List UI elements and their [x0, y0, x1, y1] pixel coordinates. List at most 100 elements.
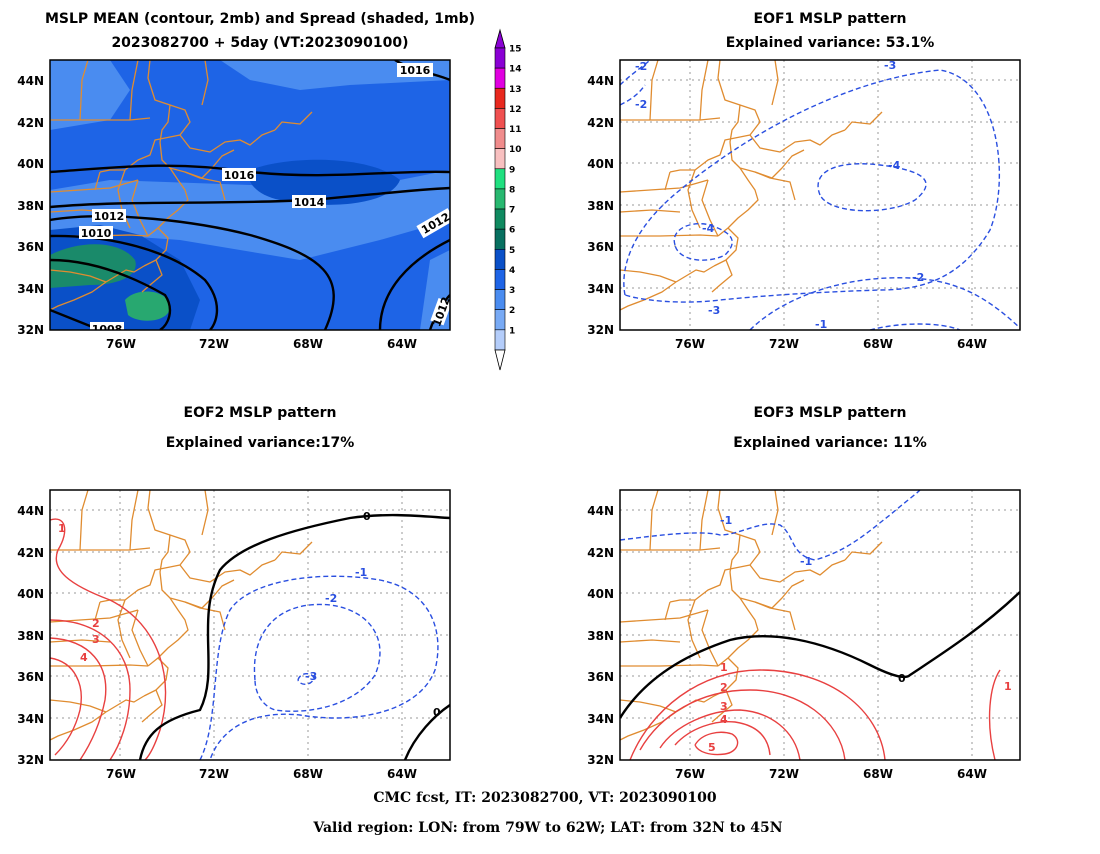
contour-label: -3 — [305, 670, 317, 683]
panel3-negative-contours — [199, 575, 439, 760]
lat-tick: 34N — [587, 282, 614, 296]
panel4-lat-ticks: 44N 42N 40N 38N 36N 34N 32N — [587, 504, 614, 767]
lon-tick: 72W — [769, 767, 799, 781]
contour-label: -1 — [800, 555, 812, 568]
lat-tick: 36N — [17, 670, 44, 684]
panel1-title-line2: 2023082700 + 5day (VT:2023090100) — [111, 35, 408, 51]
lat-tick: 32N — [587, 753, 614, 767]
panel1-frame — [49, 59, 451, 331]
colorbar-label: 12 — [509, 105, 522, 115]
panel2-contours — [620, 60, 1020, 330]
lon-tick: 72W — [769, 337, 799, 351]
lat-tick: 44N — [587, 504, 614, 518]
contour-label: 3 — [720, 700, 728, 713]
lat-tick: 36N — [587, 670, 614, 684]
contour-label: 0 — [363, 510, 371, 523]
contour-label: 5 — [708, 741, 716, 754]
panel2-map: -2 -2 -3 -4 -4 -3 -2 -1 — [620, 60, 1020, 330]
panel2-frame — [619, 59, 1021, 331]
panel3-lon-ticks: 76W 72W 68W 64W — [106, 767, 417, 781]
contour-label: -3 — [708, 304, 720, 317]
colorbar-box — [494, 168, 506, 190]
panel1-lat-ticks: 44N 42N 40N 38N 36N 34N 32N — [17, 74, 44, 337]
contour-label: 1008 — [92, 323, 123, 336]
lat-tick: 40N — [587, 587, 614, 601]
colorbar-label: 9 — [509, 165, 515, 175]
spread-shade-3c — [50, 60, 130, 130]
lat-tick: 42N — [17, 546, 44, 560]
panel2-lat-ticks: 44N 42N 40N 38N 36N 34N 32N — [587, 74, 614, 337]
panel3: EOF2 MSLP pattern Explained variance:17% — [17, 405, 451, 781]
lat-tick: 42N — [17, 116, 44, 130]
lon-tick: 64W — [957, 337, 987, 351]
lat-tick: 34N — [17, 282, 44, 296]
contour-label: -2 — [635, 60, 647, 73]
panel3-map: 1 2 3 4 0 0 -1 -2 -3 — [50, 490, 450, 760]
lat-tick: 40N — [17, 587, 44, 601]
lon-tick: 68W — [293, 337, 323, 351]
colorbar-label: 1 — [509, 326, 515, 336]
panel4-lon-ticks: 76W 72W 68W 64W — [675, 767, 987, 781]
lat-tick: 32N — [17, 753, 44, 767]
lat-tick: 42N — [587, 546, 614, 560]
contour-label: 1 — [1004, 680, 1012, 693]
colorbar-label: 10 — [509, 145, 522, 155]
lat-tick: 42N — [587, 116, 614, 130]
colorbar-bottom-arrow — [494, 349, 506, 371]
colorbar-box — [494, 67, 506, 89]
panel2-title-line2: Explained variance: 53.1% — [726, 35, 935, 51]
colorbar-label: 8 — [509, 185, 515, 195]
colorbar-boxes — [494, 47, 506, 351]
footer-line2: Valid region: LON: from 79W to 62W; LAT:… — [312, 820, 782, 836]
colorbar-label: 11 — [509, 125, 522, 135]
contour-label: -2 — [912, 271, 924, 284]
panel4-title-line1: EOF3 MSLP pattern — [754, 405, 907, 421]
panel4-contour-labels: -1 -1 0 1 2 3 4 5 1 — [708, 514, 1012, 754]
contour-label: -2 — [635, 98, 647, 111]
spread-shade-7 — [125, 291, 171, 321]
colorbar-box — [494, 329, 506, 351]
colorbar-box — [494, 208, 506, 230]
panel3-title-line1: EOF2 MSLP pattern — [184, 405, 337, 421]
lon-tick: 76W — [675, 767, 705, 781]
colorbar-box — [494, 148, 506, 170]
lon-tick: 64W — [387, 337, 417, 351]
colorbar-label: 7 — [509, 206, 515, 216]
panel1: MSLP MEAN (contour, 2mb) and Spread (sha… — [17, 11, 475, 351]
panel2-lon-ticks: 76W 72W 68W 64W — [675, 337, 987, 351]
spread-shade-3 — [50, 60, 450, 90]
contour-label: -2 — [325, 592, 337, 605]
colorbar-label: 2 — [509, 306, 515, 316]
panel4-grid — [620, 490, 1020, 760]
contour-label: 1 — [720, 661, 728, 674]
colorbar-box — [494, 47, 506, 69]
lat-tick: 38N — [17, 199, 44, 213]
lat-tick: 34N — [587, 712, 614, 726]
colorbar-label: 15 — [509, 45, 522, 55]
contour-label: 1012 — [94, 210, 125, 223]
colorbar-box — [494, 249, 506, 270]
contour-label: 3 — [92, 633, 100, 646]
colorbar-label: 13 — [509, 85, 522, 95]
contour-label: -4 — [702, 222, 715, 235]
panel2: EOF1 MSLP pattern Explained variance: 53… — [587, 11, 1021, 351]
contour-label: -4 — [888, 159, 901, 172]
contour-label: -1 — [355, 566, 367, 579]
contour-label: 1016 — [400, 64, 431, 77]
panel1-contour-labels: 1016 1016 1014 1012 1010 1008 1012 1012 — [79, 63, 450, 336]
lat-tick: 36N — [17, 240, 44, 254]
colorbar-label: 5 — [509, 246, 515, 256]
lat-tick: 38N — [587, 199, 614, 213]
lat-tick: 34N — [17, 712, 44, 726]
colorbar-box — [494, 188, 506, 210]
lon-tick: 76W — [106, 337, 136, 351]
lon-tick: 68W — [863, 337, 893, 351]
lon-tick: 64W — [957, 767, 987, 781]
contour-label: -1 — [720, 514, 732, 527]
lat-tick: 44N — [17, 504, 44, 518]
contour-label: 2 — [92, 617, 100, 630]
colorbar-box — [494, 108, 506, 129]
panel4-zero-contours — [620, 591, 1020, 719]
lat-tick: 38N — [17, 629, 44, 643]
